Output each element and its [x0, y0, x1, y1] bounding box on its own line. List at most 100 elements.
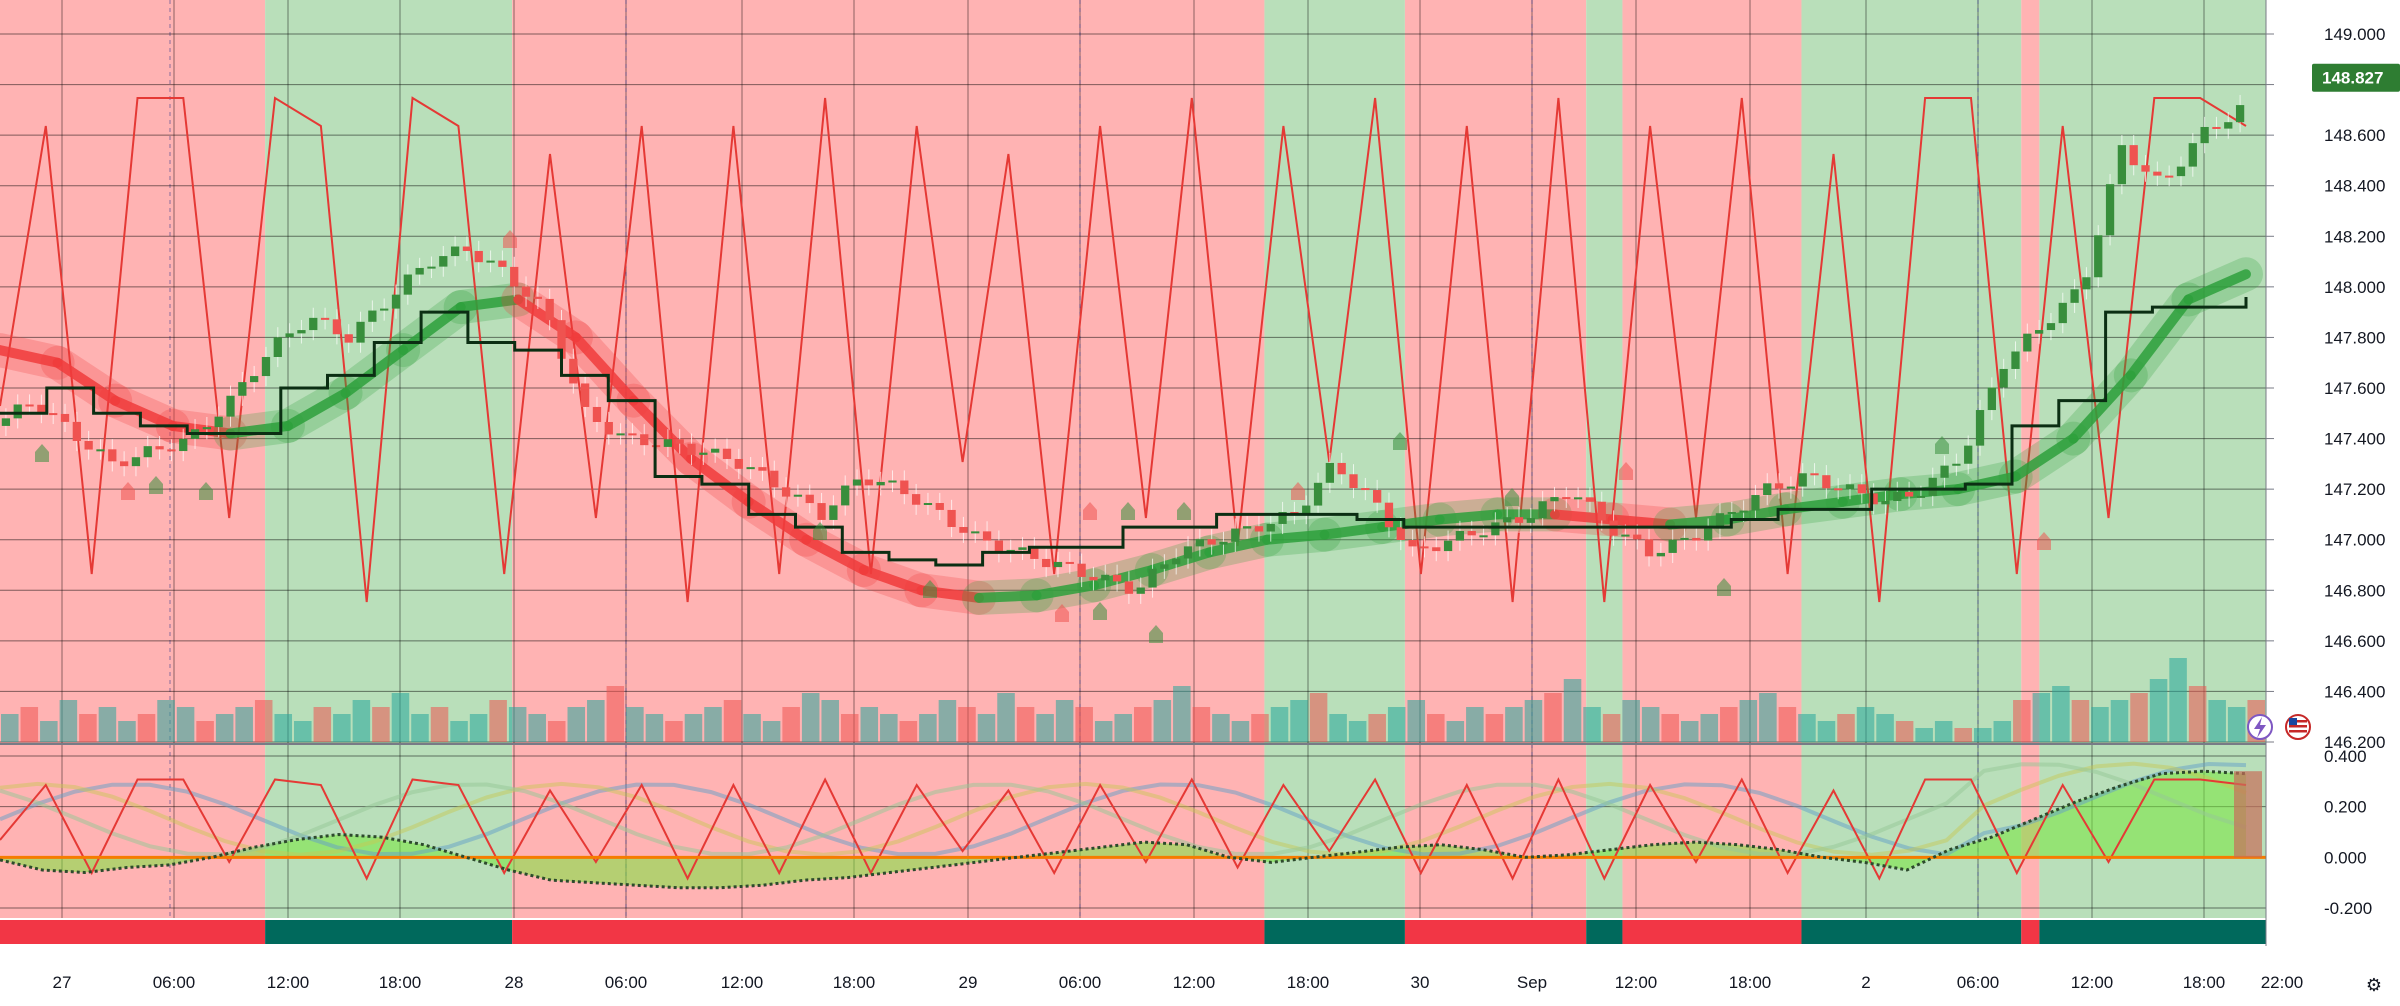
price-tick-label: 146.600	[2324, 632, 2385, 651]
price-tick-label: 148.200	[2324, 227, 2385, 246]
candle-body	[971, 531, 980, 534]
volume-bar	[430, 707, 449, 742]
signal-marker	[2037, 532, 2051, 550]
trend-line	[1319, 522, 1388, 540]
trend-line	[1607, 514, 1676, 530]
candle-body	[1739, 510, 1748, 513]
candle-body	[640, 434, 649, 446]
candle-body	[368, 310, 377, 322]
time-tick-label: 27	[53, 973, 72, 992]
volume-bar	[1173, 686, 1191, 742]
candle-body	[1798, 473, 1807, 487]
signal-marker	[1083, 502, 1097, 520]
candle-body	[1715, 513, 1725, 529]
candle-body	[1573, 497, 1583, 500]
trend-line	[1204, 534, 1272, 558]
trend-line	[2068, 370, 2136, 444]
volume-bar	[1387, 707, 1406, 742]
candle-body	[1834, 488, 1843, 491]
candle-body	[261, 356, 271, 377]
volume-bar	[880, 714, 898, 742]
time-tick-label: 22:00	[2261, 973, 2304, 992]
volume-bar	[1, 714, 19, 742]
trend-line	[686, 453, 754, 507]
volume-bar	[1427, 714, 1445, 742]
candle-body	[108, 449, 117, 462]
time-tick-label: 06:00	[1957, 973, 2000, 992]
candle-body	[1692, 537, 1701, 541]
volume-bar	[1700, 714, 1719, 742]
candle-body	[214, 416, 223, 428]
candle-body	[770, 470, 779, 488]
candle-body	[864, 479, 873, 486]
strip-segment-5	[1586, 920, 1623, 944]
candle-body	[1231, 528, 1240, 542]
volume-bar	[176, 707, 195, 742]
signal-marker	[35, 444, 49, 462]
volume-bar	[215, 714, 234, 742]
candle-body	[616, 433, 625, 436]
candle-body	[179, 438, 188, 452]
volume-bar	[489, 700, 507, 742]
osc-smoothed-line	[0, 761, 2247, 857]
time-tick-label: 2	[1861, 973, 1870, 992]
signal-marker	[1393, 432, 1407, 450]
price-tick-label: 146.800	[2324, 581, 2385, 600]
candle-body	[1313, 482, 1323, 506]
candle-body	[2011, 351, 2020, 369]
volume-bar	[977, 714, 996, 742]
candle-body	[1219, 541, 1228, 545]
time-tick-label: 12:00	[1173, 973, 1216, 992]
volume-bar	[1837, 714, 1855, 742]
candle-body	[722, 448, 732, 459]
signal-marker	[1505, 488, 1519, 506]
candle-body	[1266, 523, 1275, 532]
candle-body	[2212, 126, 2221, 129]
candle-body	[1384, 502, 1394, 528]
candle-body	[1952, 463, 1961, 466]
volume-bar	[567, 707, 586, 742]
volume-bar	[1583, 707, 1601, 742]
candle-body	[1786, 486, 1796, 489]
volume-bar	[2149, 679, 2168, 742]
price-tick-label: 147.800	[2324, 328, 2385, 347]
regime-band-7	[1801, 0, 2022, 918]
volume-bar	[1153, 700, 1172, 742]
strip-segment-7	[1801, 920, 2022, 944]
volume-bar	[2188, 686, 2207, 742]
lightning-icon[interactable]	[2247, 714, 2273, 740]
candle-body	[1349, 474, 1358, 489]
candle-body	[841, 485, 850, 506]
volume-bar	[1466, 707, 1484, 742]
trend-line	[2010, 433, 2079, 482]
candle-body	[1136, 587, 1145, 594]
candle-body	[167, 449, 176, 452]
signal-marker	[1619, 462, 1633, 480]
candle-body	[2188, 143, 2197, 167]
candle-body	[1278, 512, 1287, 524]
candle-body	[72, 421, 81, 441]
volume-bar	[2091, 707, 2109, 742]
candle-body	[1550, 497, 1559, 502]
price-panel	[0, 94, 2265, 742]
candle-body	[533, 296, 542, 299]
candle-body	[521, 286, 531, 297]
candle-body	[1195, 539, 1204, 547]
last-price-badge	[2312, 63, 2400, 92]
candle-body	[1810, 473, 1819, 476]
candle-body	[1030, 547, 1039, 559]
candle-body	[1443, 540, 1453, 552]
volume-bar	[547, 721, 566, 742]
candle-body	[1242, 526, 1252, 529]
osc-tick-label: 0.000	[2324, 848, 2367, 867]
signal-marker	[1177, 502, 1191, 520]
trend-line	[628, 395, 697, 464]
gear-icon[interactable]: ⚙	[2365, 975, 2382, 996]
us-flag-icon[interactable]	[2285, 714, 2311, 740]
candle-body	[1656, 552, 1665, 557]
volume-bar	[2110, 700, 2129, 742]
volume-bar	[59, 700, 78, 742]
candle-body	[474, 250, 483, 263]
volume-bar	[1739, 700, 1758, 742]
